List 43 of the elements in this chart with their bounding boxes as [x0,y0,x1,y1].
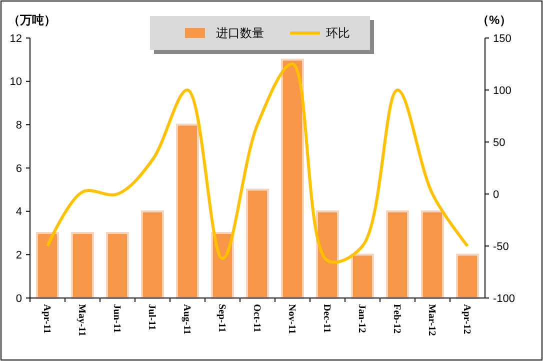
x-tick-label: Aug-11 [181,304,192,335]
y-tick-label: 8 [16,120,22,132]
bar [316,210,339,299]
line-series [46,62,469,264]
bar [36,232,59,299]
x-tick-label: Mar-12 [426,304,437,336]
bar [141,210,164,299]
bar [386,210,409,299]
bar [456,254,479,299]
y-tick-label: 10 [10,76,22,88]
x-tick-label: Apr-11 [41,304,52,334]
x-tick-label: Jan-12 [356,304,367,333]
y-tick-label: 4 [16,206,22,218]
legend-label: 进口数量 [216,26,264,40]
y2-tick-label: -100 [493,292,516,305]
x-tick-label: Oct-11 [251,304,262,332]
y2-tick-label: 150 [493,32,512,45]
x-tick-label: Apr-12 [461,304,472,334]
bar [71,232,94,299]
y-tick-label: 6 [16,162,22,175]
y2-tick-label: -50 [493,240,509,253]
x-tick-label: Sep-11 [216,304,227,332]
y2-tick-label: 100 [493,84,512,97]
y-axis-title: （万吨） [8,13,56,27]
bar [421,210,444,299]
x-tick-label: May-11 [76,304,87,336]
y2-tick-label: 0 [493,188,500,201]
y2-axis-title: （%） [477,13,512,27]
x-tick-label: Nov-11 [286,304,297,334]
x-tick-label: Jun-11 [111,304,122,333]
bar [351,254,374,299]
bar [281,58,304,299]
x-tick-label: Jul-11 [146,304,157,330]
bar [106,232,129,299]
legend-label: 环比 [326,26,350,40]
bar [176,124,199,299]
bar [246,188,269,299]
x-tick-label: Dec-11 [321,304,332,333]
y-tick-label: 2 [16,250,22,262]
y-tick-label: 0 [16,292,22,305]
y-tick-label: 12 [10,32,22,45]
y2-tick-label: 50 [493,136,506,149]
x-tick-label: Feb-12 [391,304,402,334]
